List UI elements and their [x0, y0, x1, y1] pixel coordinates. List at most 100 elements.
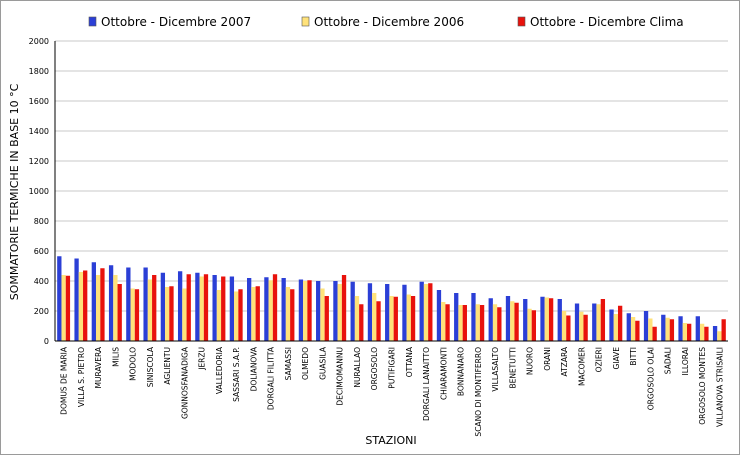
bar-2 [544, 297, 549, 341]
bar-2 [423, 284, 429, 341]
x-tick-labels: DOMUS DE MARIA VILLA S. PIETRO MURAVERA MIL… [60, 346, 725, 436]
bar-3 [65, 275, 71, 341]
legend-swatch [301, 16, 310, 27]
bar-2 [717, 331, 722, 341]
x-tick-label: GIAVE [612, 347, 621, 370]
bar-1 [160, 272, 166, 341]
bar-1 [574, 303, 580, 341]
bar-3 [83, 270, 88, 341]
x-tick-label: DOMUS DE MARIA [60, 346, 69, 415]
bar-2 [682, 323, 688, 341]
bar-2 [303, 281, 308, 341]
x-tick-label: AGLIENTU [163, 347, 172, 385]
bar-1 [177, 271, 183, 341]
x-tick-label: MACOMER [577, 347, 586, 386]
bar-3 [531, 310, 537, 341]
bar-2 [61, 275, 66, 341]
bar-1 [367, 283, 373, 341]
bar-1 [643, 311, 649, 341]
x-tick-label: VILLA S. PIETRO [77, 347, 86, 407]
bar-3 [307, 280, 312, 341]
y-tick-label: 800 [34, 217, 49, 226]
bar-1 [316, 281, 321, 341]
bar-1 [471, 293, 476, 341]
bar-3 [687, 323, 692, 341]
x-tick-label: SADALI [664, 347, 673, 374]
bar-2 [389, 296, 394, 341]
bar-3 [272, 274, 278, 341]
bar-1 [505, 296, 511, 341]
y-tick-label: 1200 [29, 157, 49, 166]
bar-1 [91, 262, 96, 341]
bar-2 [372, 293, 377, 341]
x-tick-label: ORGOSOLO OLAI [646, 347, 655, 410]
bar-3 [152, 275, 157, 341]
bar-1 [246, 278, 252, 341]
bar-2 [182, 288, 187, 341]
bar-3 [324, 296, 329, 341]
bar-2 [579, 311, 584, 341]
bar-3 [445, 304, 450, 341]
bar-3 [117, 284, 122, 341]
x-tick-label: GUASILA [318, 346, 327, 380]
bar-3 [255, 286, 260, 341]
bar-3 [635, 320, 640, 341]
y-tick-label: 400 [34, 277, 49, 286]
x-tick-label: VALLEDORIA [215, 346, 224, 394]
bar-1 [264, 277, 269, 341]
bar-2 [613, 314, 618, 341]
bar-3 [617, 305, 623, 341]
bar-2 [78, 272, 84, 341]
x-tick-label: MILIS [111, 347, 120, 367]
x-tick-label: OLMEDO [301, 347, 310, 380]
bar-2 [251, 287, 256, 341]
bar-3 [479, 305, 485, 341]
bars [57, 256, 726, 341]
bar-2 [665, 317, 670, 341]
axes [54, 41, 728, 342]
bar-3 [721, 319, 726, 341]
x-tick-label: ILLORAI [681, 347, 690, 375]
x-tick-label: JERZU [198, 347, 207, 371]
y-tick-label: 200 [34, 307, 49, 316]
bar-2 [234, 291, 239, 341]
bar-1 [229, 276, 235, 341]
y-tick-label: 1000 [29, 187, 49, 196]
bar-1 [454, 293, 459, 341]
x-tick-label: VILLASALTO [491, 347, 500, 392]
legend: Ottobre - Dicembre 2007 Ottobre - Dicembr… [88, 15, 684, 29]
bar-2 [165, 287, 170, 341]
bar-1 [126, 267, 131, 341]
bar-2 [216, 290, 222, 341]
bar-1 [557, 299, 562, 341]
bar-2 [130, 288, 135, 341]
bar-1 [298, 279, 304, 341]
bar-3 [600, 299, 606, 341]
x-tick-label: SASSARI S.A.P. [232, 347, 241, 402]
bar-2 [199, 276, 204, 341]
bar-2 [406, 294, 411, 341]
x-tick-label: ORGOSOLO [370, 347, 379, 390]
bar-1 [712, 326, 718, 341]
bar-2 [510, 301, 515, 341]
bar-3 [410, 296, 416, 341]
x-tick-label: CHIARAMONTI [439, 347, 448, 400]
bar-2 [527, 308, 532, 341]
bar-3 [341, 275, 347, 341]
x-tick-label: BONNANARO [457, 347, 466, 396]
y-tick-labels: 0 200 400 600 800 1000 1200 1400 1600 1800 2000 [29, 37, 49, 346]
bar-3 [221, 276, 226, 341]
bar-2 [630, 317, 636, 341]
y-tick-label: 0 [44, 337, 49, 346]
bar-1 [419, 281, 424, 341]
bar-3 [359, 304, 364, 341]
bar-1 [695, 316, 700, 341]
bar-1 [350, 281, 355, 341]
bar-3 [134, 289, 140, 341]
bar-3 [203, 274, 209, 341]
bar-3 [497, 307, 502, 341]
y-axis-label: SOMMATORIE TERMICHE IN BASE 10 °C [8, 83, 21, 300]
y-tick-label: 1800 [29, 67, 49, 76]
